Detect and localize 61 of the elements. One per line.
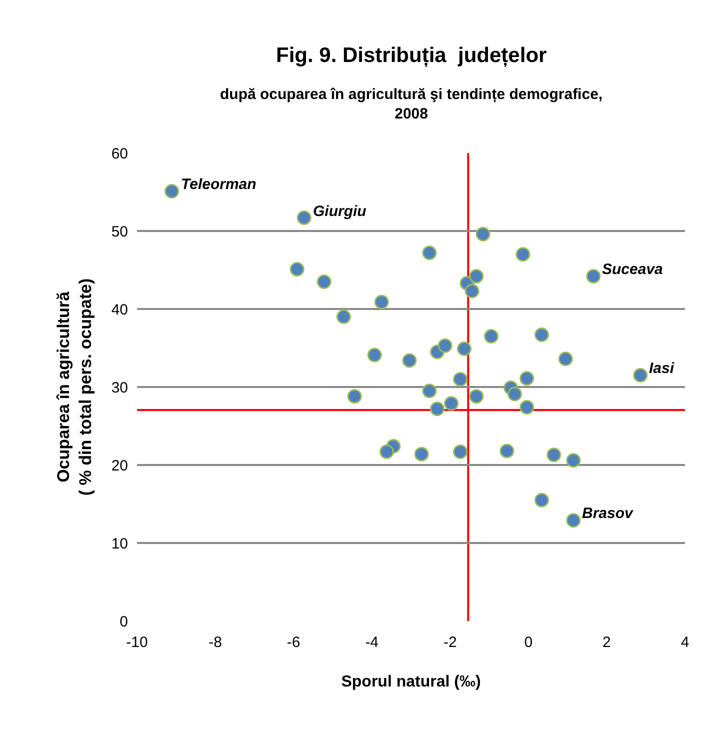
point (534, 492, 549, 508)
chart-subtitle: după ocuparea în agricultură şi tendințe demografice, 2008 (220, 86, 603, 122)
point (336, 310, 351, 324)
x-tick-label: -8 (208, 634, 222, 651)
point (422, 384, 437, 398)
y-tick-label: 60 (111, 145, 128, 162)
y-tick-label: 20 (111, 457, 128, 474)
x-tick-label: 4 (680, 634, 690, 651)
point (290, 262, 304, 276)
point (484, 329, 498, 344)
point (469, 389, 484, 404)
point (500, 444, 514, 458)
point (347, 389, 362, 404)
y-tick-label: 50 (111, 223, 128, 240)
point (453, 372, 468, 386)
y-tick-label: 10 (111, 535, 128, 552)
annotation: Teleorman (181, 176, 256, 193)
point (456, 342, 472, 356)
x-tick-label: -6 (286, 634, 300, 651)
point (464, 284, 480, 298)
x-tick-label: 0 (524, 634, 533, 651)
point (520, 371, 534, 386)
point (414, 446, 429, 462)
point (566, 513, 581, 528)
point (516, 247, 530, 262)
y-tick-label: 0 (120, 613, 128, 630)
y-axis-title: Ocuparea în agricultură ( % din total pers. ocupate) (54, 278, 95, 496)
annotation: Suceava (602, 261, 663, 278)
point (422, 246, 437, 260)
point (566, 453, 581, 468)
x-axis-title: Sporul natural (‰) (341, 674, 481, 691)
annotation: Brasov (582, 505, 635, 522)
chart-title: Fig. 9. Distribuția județelor (276, 44, 547, 67)
point (469, 268, 484, 284)
point (316, 274, 332, 289)
annotation: Giurgiu (313, 203, 366, 220)
y-tick-label: 30 (111, 379, 128, 396)
point (586, 268, 601, 284)
point (633, 368, 648, 383)
point (374, 294, 389, 310)
x-tick-label: -10 (126, 634, 148, 651)
point (444, 396, 459, 411)
point (296, 210, 312, 225)
annotation: Iasi (649, 360, 675, 377)
point (438, 338, 452, 353)
x-tick-label: -2 (443, 634, 457, 651)
point (379, 444, 394, 459)
y-tick-label: 40 (111, 301, 128, 318)
point (507, 386, 522, 402)
point (520, 400, 534, 415)
point (476, 226, 490, 242)
point (558, 352, 573, 366)
point (453, 444, 468, 459)
point (402, 353, 417, 368)
x-tick-label: -4 (365, 634, 379, 651)
point (534, 327, 549, 342)
point (546, 448, 562, 462)
point (430, 402, 444, 416)
point (164, 184, 180, 198)
point (367, 348, 382, 362)
x-tick-label: 2 (602, 634, 611, 651)
